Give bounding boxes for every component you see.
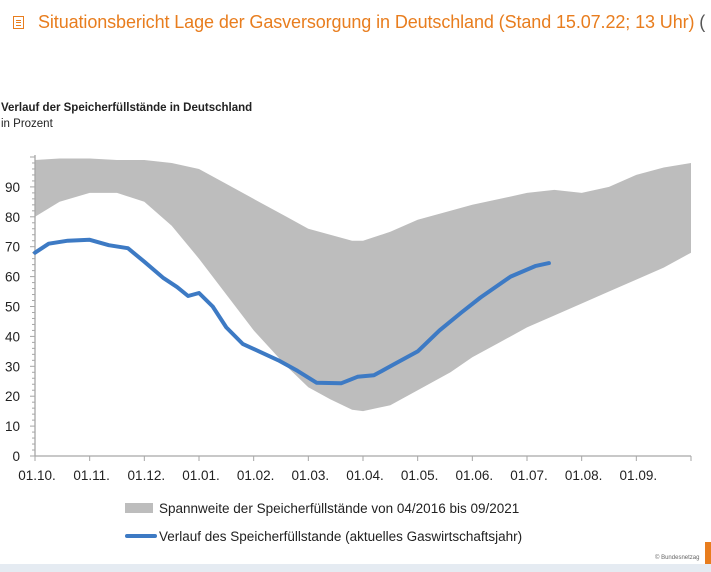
x-tick-label: 01.12. xyxy=(128,468,166,483)
y-tick-label: 10 xyxy=(5,419,20,434)
legend-line-swatch xyxy=(125,534,157,539)
legend-item-band: Spannweite der Speicherfüllstände von 04… xyxy=(125,501,519,516)
legend-band-swatch xyxy=(125,503,153,514)
x-tick-label: 01.05. xyxy=(401,468,439,483)
chart-title: Verlauf der Speicherfüllstände in Deutsc… xyxy=(1,102,253,114)
y-tick-label: 40 xyxy=(5,329,20,344)
page-header: Situationsbericht Lage der Gasversorgung… xyxy=(0,0,711,50)
page-title-text: Situationsbericht Lage der Gasversorgung… xyxy=(38,12,695,32)
storage-level-chart: 0 10 20 30 40 50 60 70 80 90 01.10. 01.11. 01.12. 01.… xyxy=(5,155,692,483)
legend-line-label: Verlauf des Speicherfüllstande (aktuelle… xyxy=(159,529,523,544)
y-tick-label: 20 xyxy=(5,389,20,404)
side-tab[interactable] xyxy=(705,542,711,564)
x-tick-label: 01.06. xyxy=(456,468,494,483)
x-tick-label: 01.08. xyxy=(565,468,603,483)
legend-band-label: Spannweite der Speicherfüllstände von 04… xyxy=(159,501,520,516)
range-band-area xyxy=(35,158,691,412)
legend-item-line: Verlauf des Speicherfüllstande (aktuelle… xyxy=(125,529,522,544)
x-tick-label: 01.11. xyxy=(73,468,110,483)
x-tick-label: 01.09. xyxy=(620,468,658,483)
title-trail: ( xyxy=(694,12,706,32)
chart-subtitle: in Prozent xyxy=(1,118,53,130)
x-tick-label: 01.04. xyxy=(346,468,384,483)
y-tick-label: 60 xyxy=(5,270,20,285)
x-tick-label: 01.03. xyxy=(292,468,330,483)
y-tick-label: 30 xyxy=(5,359,20,374)
document-list-icon[interactable] xyxy=(13,16,24,29)
y-tick-label: 80 xyxy=(5,210,20,225)
x-tick-label: 01.02. xyxy=(237,468,275,483)
x-tick-label: 01.07. xyxy=(510,468,548,483)
x-tick-label: 01.01. xyxy=(182,468,220,483)
y-tick-label: 90 xyxy=(5,180,20,195)
footer-bar xyxy=(0,564,711,572)
copyright-note: © Bundesnetzag xyxy=(655,555,700,561)
y-tick-label: 70 xyxy=(5,240,20,255)
y-tick-label: 50 xyxy=(5,300,20,315)
page-title[interactable]: Situationsbericht Lage der Gasversorgung… xyxy=(38,12,705,33)
x-tick-label: 01.10. xyxy=(18,468,56,483)
y-tick-label: 0 xyxy=(12,449,20,464)
